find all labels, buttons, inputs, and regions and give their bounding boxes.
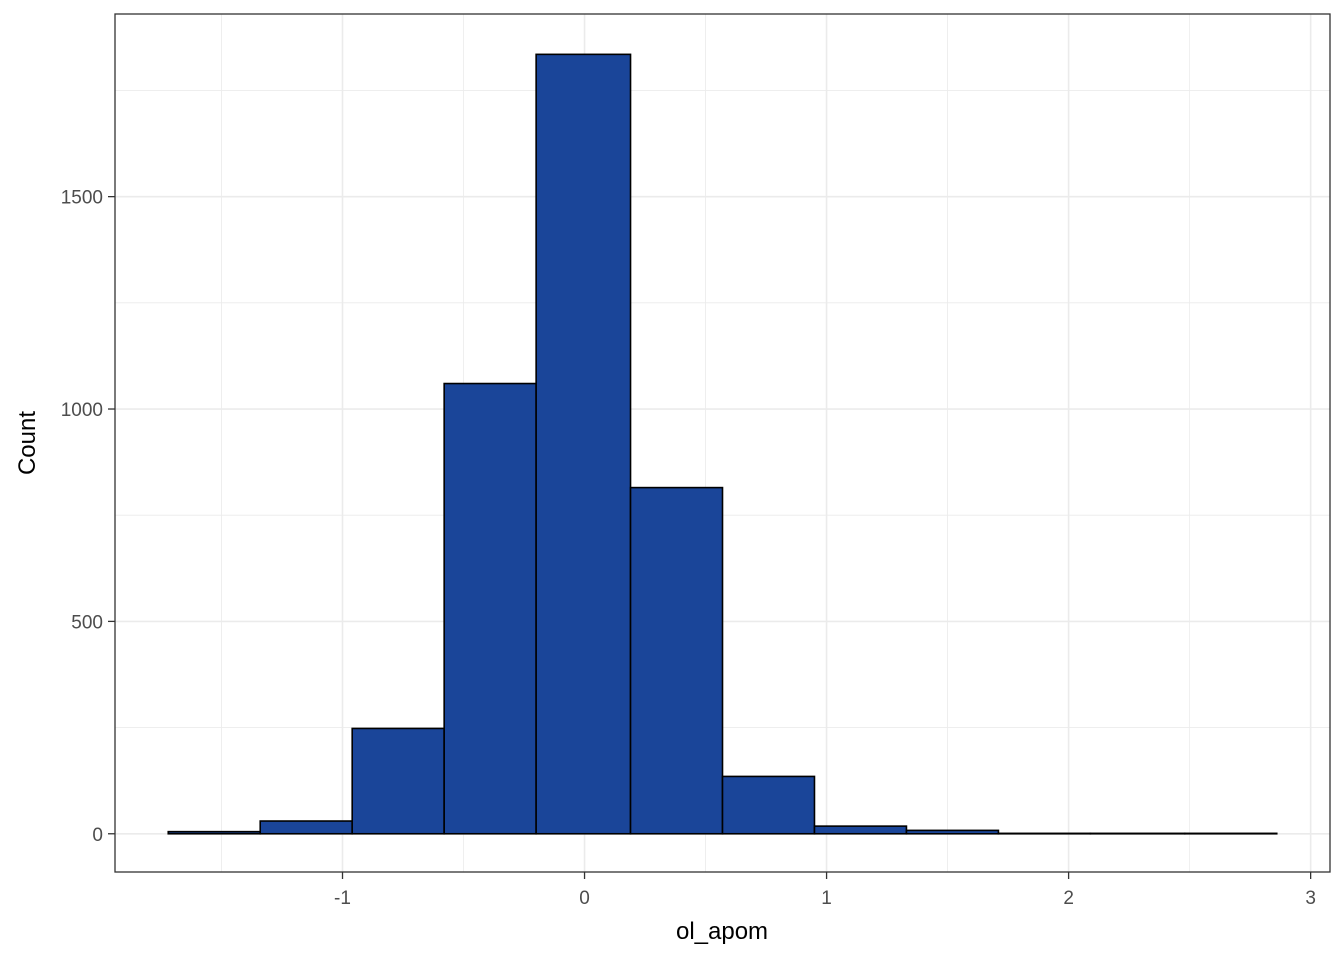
x-tick-label: -1 [334,888,351,909]
histogram-bar [167,830,262,835]
y-tick-label: 1000 [61,400,103,421]
histogram-bar [629,486,724,835]
x-axis-title: ol_apom [676,918,768,945]
x-axis: -1 0 1 2 3 [334,872,1316,909]
histogram-bar [535,53,632,835]
histogram-bars [167,53,1278,835]
y-tick-label: 1500 [61,188,103,209]
histogram-bar [721,775,816,835]
y-tick-label: 500 [71,612,103,633]
histogram-bar [351,727,445,835]
x-tick-label: 2 [1063,888,1074,909]
x-tick-label: 1 [821,888,832,909]
histogram-bar [443,382,537,835]
x-tick-label: 0 [579,888,590,909]
plot-border [114,13,1331,873]
histogram-bar [813,825,908,835]
histogram-bar [259,820,353,835]
y-axis: 0 500 1000 1500 [61,188,115,846]
histogram-bar [905,829,1000,835]
y-tick-label: 0 [92,825,103,846]
y-axis-title: Count [14,411,41,475]
x-tick-label: 3 [1305,888,1316,909]
